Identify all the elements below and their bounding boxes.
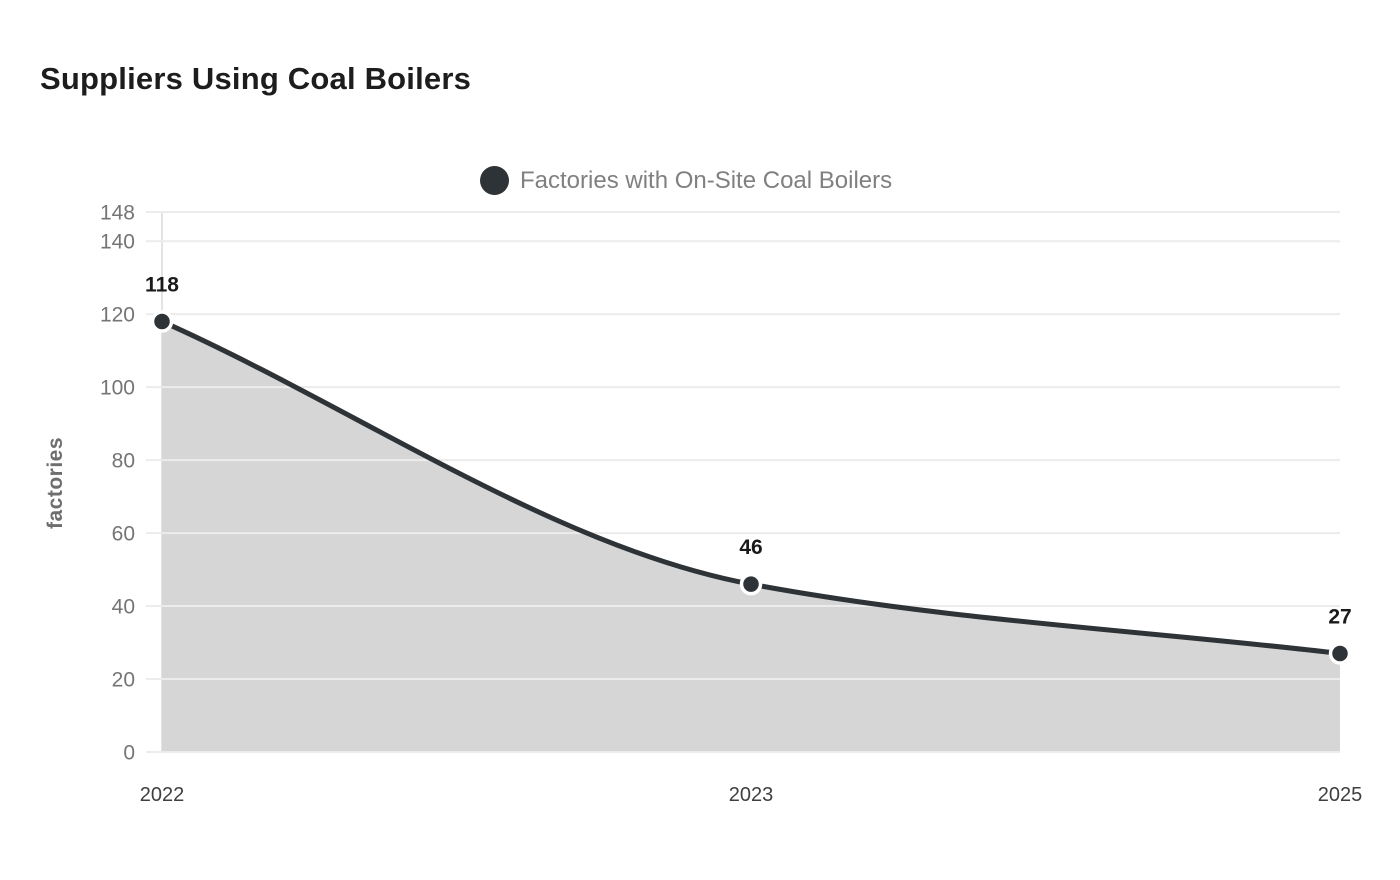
y-tick-label: 148 [100,202,135,225]
data-point[interactable] [739,572,763,596]
y-tick-label: 120 [100,304,135,327]
x-tick-label: 2023 [729,784,774,806]
data-point-label: 27 [1328,605,1351,628]
y-tick-label: 140 [100,231,135,254]
data-point[interactable] [150,310,174,333]
x-tick-label: 2025 [1318,784,1363,806]
chart-title: Suppliers Using Coal Boilers [40,61,472,96]
x-tick-label: 2022 [140,784,185,806]
y-tick-label: 60 [112,523,135,546]
y-tick-label: 20 [112,669,135,692]
y-axis-title: factories [44,437,67,529]
area-fill [162,321,1340,752]
data-point-label: 46 [739,536,762,559]
legend-marker-icon [480,166,509,195]
data-point-label: 118 [145,273,179,296]
legend-item[interactable]: Factories with On-Site Coal Boilers [480,166,892,195]
y-tick-label: 40 [112,596,135,619]
data-point[interactable] [1328,642,1352,665]
y-tick-label: 100 [100,377,135,400]
legend-label: Factories with On-Site Coal Boilers [520,167,893,194]
y-tick-label: 80 [112,450,135,473]
y-tick-label: 0 [123,742,135,765]
